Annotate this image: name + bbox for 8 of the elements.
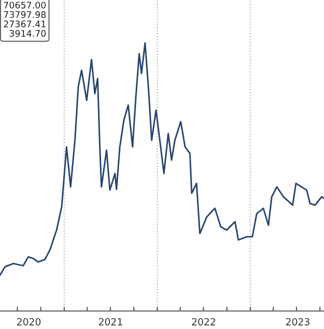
text: 3914.70 [10, 30, 46, 37]
x-tick-label: 2021 [98, 318, 122, 326]
x-tick-label: 2022 [192, 318, 216, 326]
text: 27367.41 [4, 20, 46, 28]
x-tick-label: 2023 [286, 318, 310, 326]
text: 70657.00 [4, 2, 46, 9]
text: 73797.98 [4, 11, 46, 18]
x-tick-label: 2020 [17, 318, 41, 326]
